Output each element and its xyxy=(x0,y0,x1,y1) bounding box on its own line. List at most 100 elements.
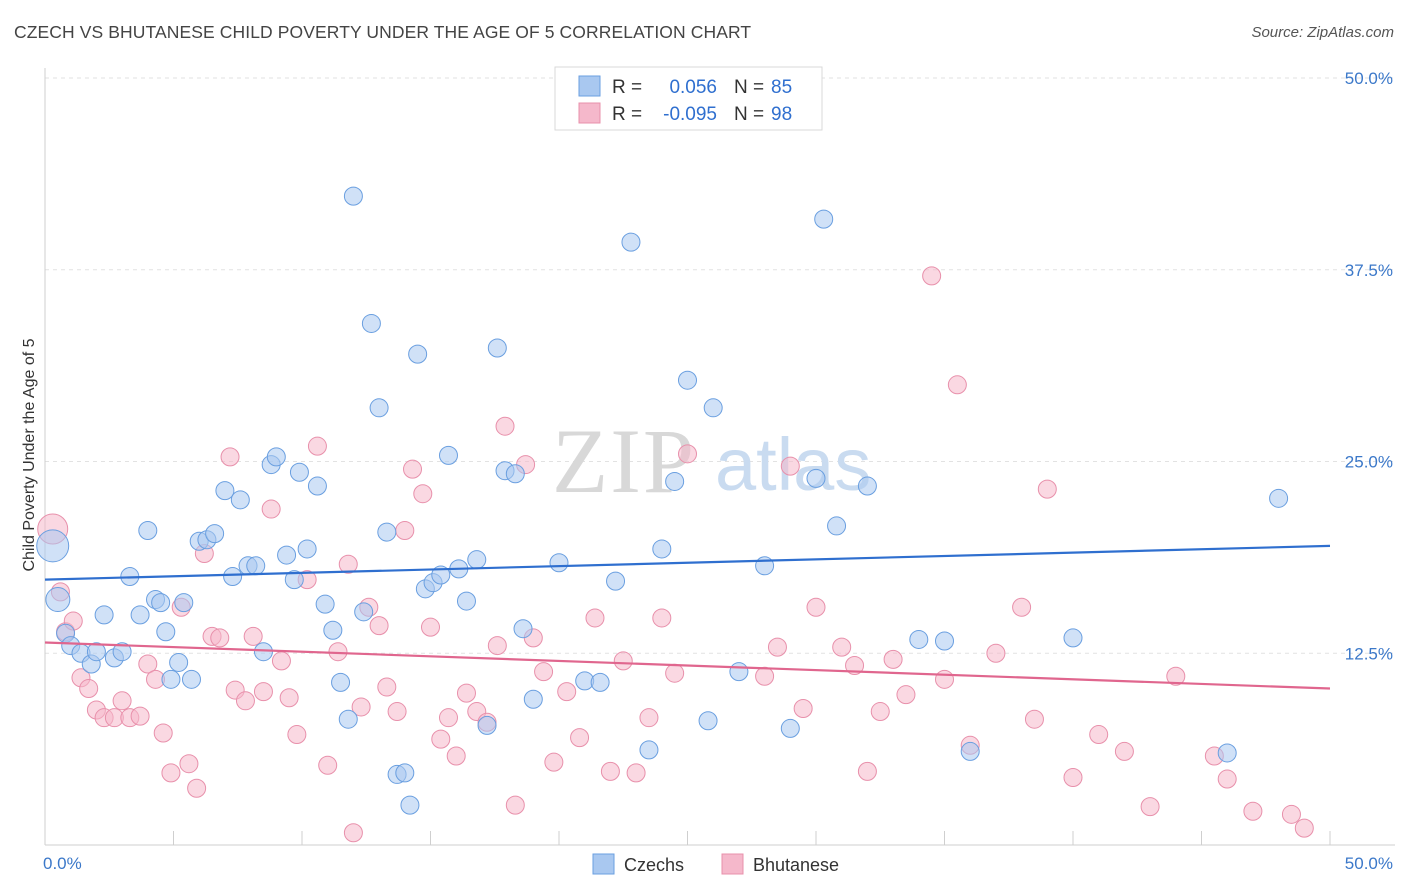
czech-point xyxy=(246,556,266,576)
bhutanese-point xyxy=(1024,709,1044,729)
bhutanese-point xyxy=(626,763,646,783)
czech-point xyxy=(169,652,189,672)
czech-point xyxy=(678,370,697,390)
czech-point xyxy=(1063,628,1083,648)
czech-point xyxy=(1217,743,1237,763)
bhutanese-point xyxy=(287,725,307,745)
bhutanese-point xyxy=(806,597,826,617)
bhutanese-point xyxy=(377,677,397,697)
czech-point xyxy=(361,313,381,333)
bhutanese-point xyxy=(585,608,605,628)
czech-point xyxy=(223,567,243,587)
chart-title: CZECH VS BHUTANESE CHILD POVERTY UNDER T… xyxy=(14,22,752,42)
czech-point xyxy=(215,481,235,501)
bhutanese-point xyxy=(253,682,273,702)
czech-point xyxy=(315,594,335,614)
bhutanese-point xyxy=(1140,797,1160,817)
czech-point xyxy=(181,669,201,689)
czech-point xyxy=(284,570,304,590)
bhutanese-point xyxy=(153,723,173,743)
legend-r-label-bhutanese: R = xyxy=(612,104,642,125)
x-tick-label-0: 0.0% xyxy=(43,854,82,873)
bhutanese-point xyxy=(271,651,291,671)
bhutanese-point xyxy=(947,375,967,395)
legend-r-label-czechs: R = xyxy=(612,77,642,98)
bhutanese-point xyxy=(403,459,423,479)
czech-point xyxy=(960,741,980,761)
watermark-zip: ZIP xyxy=(552,410,696,512)
bhutanese-point xyxy=(130,706,150,726)
czech-point xyxy=(112,642,132,662)
bhutanese-point xyxy=(1089,725,1109,745)
bhutanese-point xyxy=(431,729,451,749)
czech-point xyxy=(549,553,569,573)
bhutanese-point xyxy=(438,708,458,728)
bhutanese-point xyxy=(600,761,620,781)
bhutanese-points xyxy=(37,266,1314,843)
czech-point xyxy=(151,593,171,613)
czech-point xyxy=(477,715,497,735)
bhutanese-point xyxy=(780,456,800,476)
czech-point xyxy=(266,447,286,467)
bhutanese-point xyxy=(986,643,1006,663)
bhutanese-point xyxy=(652,608,672,628)
legend: R = 0.056 N = 85 R = -0.095 N = 98 xyxy=(554,66,823,131)
bhutanese-point xyxy=(665,663,685,683)
y-tick-label-1: 25.0% xyxy=(1345,453,1393,472)
czech-point xyxy=(703,398,723,418)
legend-n-value-bhutanese: 98 xyxy=(771,104,792,125)
czech-trend-line xyxy=(44,544,1331,581)
legend-n-label-czechs: N = xyxy=(734,77,764,98)
czech-point xyxy=(400,795,420,815)
bhutanese-point xyxy=(179,754,199,774)
czech-point xyxy=(431,565,451,585)
czech-point xyxy=(857,476,877,496)
bhutanese-point xyxy=(495,416,515,436)
czech-point xyxy=(156,622,176,642)
bhutanese-point xyxy=(883,649,903,669)
czech-point xyxy=(606,571,626,591)
czech-point xyxy=(652,539,672,559)
bhutanese-point xyxy=(1037,479,1057,499)
czech-point xyxy=(621,232,641,252)
czech-point xyxy=(467,550,487,570)
y-tick-label-0: 12.5% xyxy=(1345,644,1393,663)
bhutanese-point xyxy=(857,761,877,781)
legend-n-label-bhutanese: N = xyxy=(734,104,764,125)
tick-labels: 12.5% 25.0% 37.5% 50.0% 0.0% 50.0% xyxy=(43,69,1393,873)
bhutanese-point xyxy=(187,778,207,798)
bhutanese-point xyxy=(1243,801,1263,821)
source-label: Source: ZipAtlas.com xyxy=(1251,24,1394,41)
x-tick-label-1: 50.0% xyxy=(1345,854,1393,873)
legend-r-value-czechs: 0.056 xyxy=(669,77,717,98)
czech-point xyxy=(338,709,358,729)
czech-point xyxy=(814,209,834,229)
bottom-legend-czechs: Czechs xyxy=(624,855,684,875)
bhutanese-point xyxy=(1281,804,1301,824)
bhutanese-point xyxy=(395,521,415,541)
czech-point xyxy=(487,338,507,358)
czech-point xyxy=(323,620,343,640)
bhutanese-point xyxy=(338,554,358,574)
czech-point xyxy=(590,672,610,692)
czech-point xyxy=(205,524,225,544)
bhutanese-point xyxy=(935,669,954,689)
bottom-legend-bhutanese: Bhutanese xyxy=(753,855,839,875)
bhutanese-trend-line xyxy=(44,641,1331,690)
czech-point xyxy=(230,490,250,510)
czech-point xyxy=(86,642,106,662)
bhutanese-point xyxy=(1294,818,1314,838)
bhutanese-point xyxy=(220,447,240,467)
czech-point xyxy=(369,398,389,418)
bhutanese-point xyxy=(534,662,554,682)
bhutanese-point xyxy=(678,444,697,464)
bhutanese-point xyxy=(456,683,476,703)
czech-point xyxy=(639,740,659,760)
bhutanese-point xyxy=(307,436,327,456)
czech-point xyxy=(130,605,150,625)
bottom-legend-swatch-czechs xyxy=(592,853,615,875)
bhutanese-point xyxy=(613,651,633,671)
legend-swatch-czechs xyxy=(578,75,601,97)
bhutanese-point xyxy=(79,679,99,699)
